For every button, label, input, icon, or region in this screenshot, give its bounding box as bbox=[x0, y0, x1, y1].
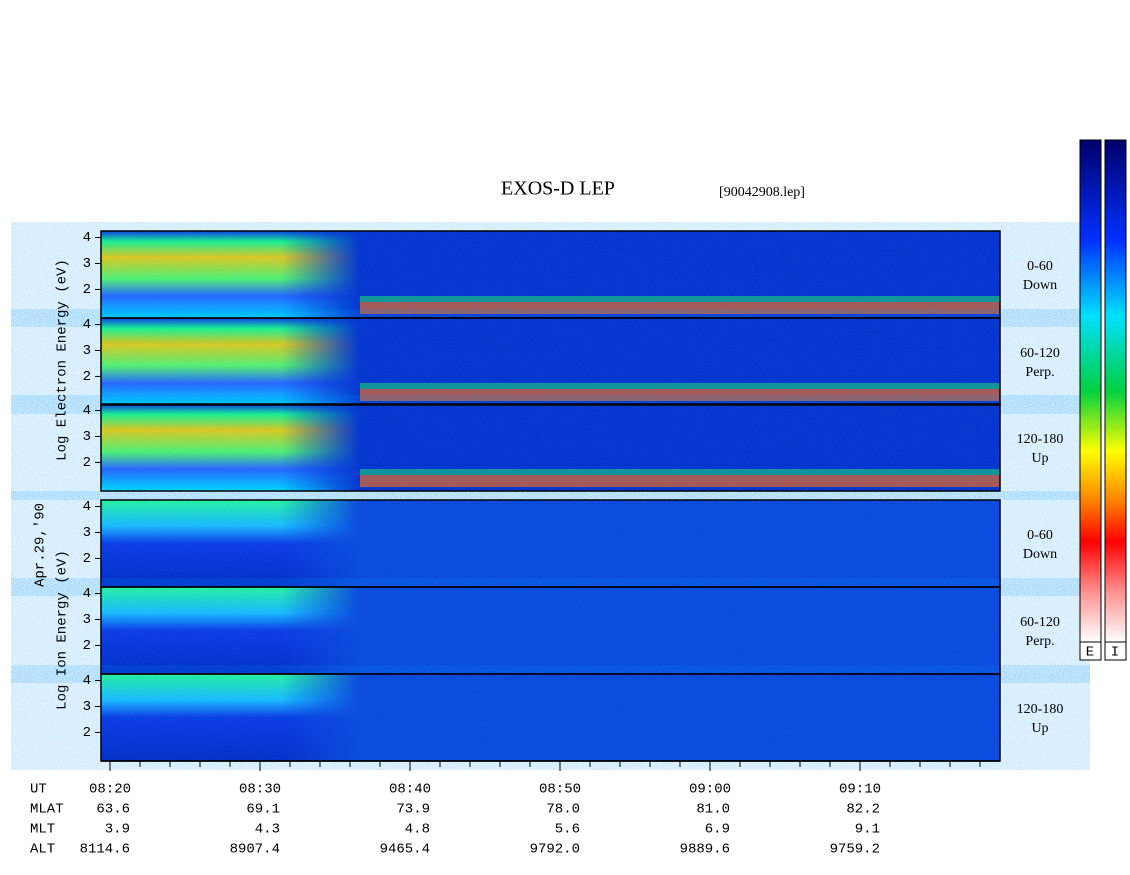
filename: [90042908.lep] bbox=[719, 185, 805, 200]
time-label: 09:10 bbox=[839, 782, 881, 798]
pitch-label: 60-120 bbox=[1020, 346, 1060, 361]
mlat-value: 82.2 bbox=[846, 802, 880, 818]
y-tick-label: 4 bbox=[83, 403, 91, 419]
pitch-label: 120-180 bbox=[1017, 432, 1064, 447]
title: EXOS-D LEP bbox=[501, 178, 615, 200]
row-label: MLT bbox=[30, 822, 55, 838]
time-label: 09:00 bbox=[689, 782, 731, 798]
colorbar: E I bbox=[1079, 139, 1127, 661]
row-label: UT bbox=[30, 782, 47, 798]
time-label: 08:40 bbox=[389, 782, 431, 798]
mlat-value: 63.6 bbox=[96, 802, 130, 818]
alt-value: 9759.2 bbox=[830, 842, 880, 858]
noise bbox=[101, 318, 1000, 405]
y-tick-label: 3 bbox=[83, 343, 91, 359]
row-label: MLAT bbox=[30, 802, 64, 818]
mlt-value: 4.8 bbox=[405, 822, 430, 838]
y-tick-label: 4 bbox=[83, 586, 91, 602]
mlt-value: 5.6 bbox=[555, 822, 580, 838]
y-tick-label: 2 bbox=[83, 638, 91, 654]
date-label: Apr.29,'90 bbox=[33, 503, 49, 587]
y-tick-label: 2 bbox=[83, 455, 91, 471]
mlat-value: 73.9 bbox=[396, 802, 430, 818]
mlt-value: 3.9 bbox=[105, 822, 130, 838]
noise bbox=[101, 404, 1000, 491]
row-label: ALT bbox=[30, 842, 55, 858]
mlat-value: 69.1 bbox=[246, 802, 280, 818]
y-axis-label: Log Electron Energy (eV) bbox=[55, 259, 71, 461]
mlt-value: 6.9 bbox=[705, 822, 730, 838]
pitch-label: 0-60 bbox=[1027, 259, 1053, 274]
direction-label: Up bbox=[1031, 451, 1048, 466]
alt-value: 9792.0 bbox=[530, 842, 580, 858]
noise bbox=[101, 674, 1000, 761]
noise bbox=[101, 231, 1000, 318]
direction-label: Down bbox=[1023, 547, 1057, 562]
panel-frame bbox=[100, 403, 1001, 492]
colorbar-label: E bbox=[1086, 645, 1094, 661]
y-tick-label: 2 bbox=[83, 282, 91, 298]
y-tick-label: 2 bbox=[83, 725, 91, 741]
axes: 2 3 4 0-60 Down 2 3 4 60-120 Perp. 2 3 4 120-180 Up Log… bbox=[30, 230, 1063, 858]
y-tick-label: 3 bbox=[83, 612, 91, 628]
colorbar-i bbox=[1104, 139, 1127, 643]
colorbar-box bbox=[1104, 641, 1127, 661]
mlt-value: 4.3 bbox=[255, 822, 280, 838]
spectrograms bbox=[101, 231, 1000, 761]
y-tick-label: 2 bbox=[83, 551, 91, 567]
noise bbox=[101, 587, 1000, 674]
y-tick-label: 4 bbox=[83, 317, 91, 333]
alt-value: 9889.6 bbox=[680, 842, 730, 858]
y-tick-label: 3 bbox=[83, 699, 91, 715]
y-tick-label: 3 bbox=[83, 525, 91, 541]
noise bbox=[101, 500, 1000, 587]
alt-value: 9465.4 bbox=[380, 842, 430, 858]
pitch-label: 0-60 bbox=[1027, 528, 1053, 543]
y-tick-label: 2 bbox=[83, 369, 91, 385]
y-tick-label: 3 bbox=[83, 256, 91, 272]
colorbar-label: I bbox=[1111, 645, 1119, 661]
time-label: 08:20 bbox=[89, 782, 131, 798]
direction-label: Perp. bbox=[1025, 634, 1054, 649]
pitch-label: 60-120 bbox=[1020, 615, 1060, 630]
y-axis-label: Log Ion Energy (eV) bbox=[55, 550, 71, 710]
time-label: 08:50 bbox=[539, 782, 581, 798]
y-tick-label: 4 bbox=[83, 230, 91, 246]
panel-frame bbox=[100, 317, 1001, 406]
colorbar-box bbox=[1079, 641, 1102, 661]
colorbar-e bbox=[1079, 139, 1102, 643]
direction-label: Down bbox=[1023, 278, 1057, 293]
mlat-value: 81.0 bbox=[696, 802, 730, 818]
mlt-value: 9.1 bbox=[855, 822, 880, 838]
y-tick-label: 4 bbox=[83, 499, 91, 515]
mlat-value: 78.0 bbox=[546, 802, 580, 818]
alt-value: 8907.4 bbox=[230, 842, 280, 858]
direction-label: Perp. bbox=[1025, 365, 1054, 380]
alt-value: 8114.6 bbox=[80, 842, 130, 858]
pitch-label: 120-180 bbox=[1017, 702, 1064, 717]
y-tick-label: 3 bbox=[83, 429, 91, 445]
direction-label: Up bbox=[1031, 721, 1048, 736]
y-tick-label: 4 bbox=[83, 673, 91, 689]
time-label: 08:30 bbox=[239, 782, 281, 798]
